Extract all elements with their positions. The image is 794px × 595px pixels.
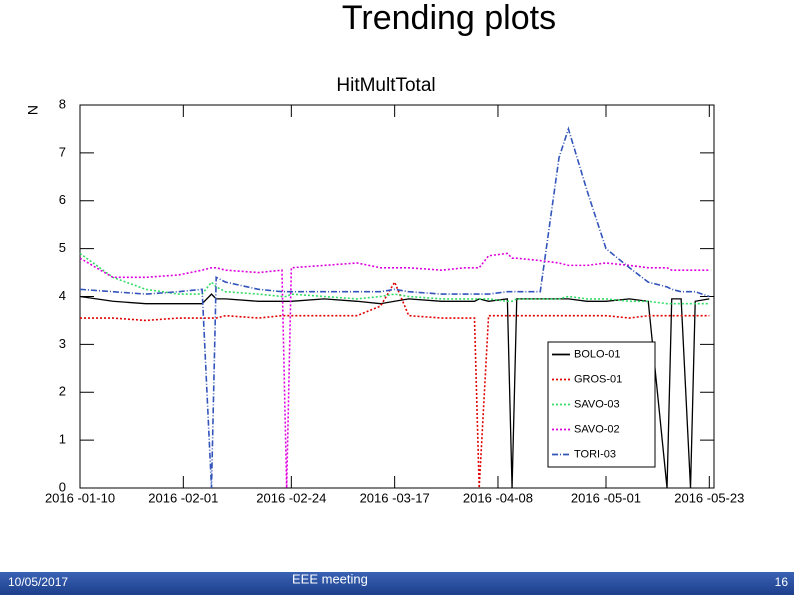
y-tick-label: 8 [59,96,66,111]
y-tick-label: 6 [59,192,66,207]
series-line [79,293,710,489]
legend-label: BOLO-01 [574,348,620,360]
y-tick-label: 2 [59,384,66,399]
legend-label: GROS-01 [574,373,622,385]
y-tick-label: 5 [59,240,66,255]
y-axis-label: N [25,105,41,115]
y-tick-label: 1 [59,432,66,447]
series-line [79,126,710,489]
footer-bar [0,572,794,595]
y-tick-label: 3 [59,336,66,351]
y-tick-label: 4 [59,288,66,303]
series-line [80,280,710,489]
y-tick-label: 7 [59,144,66,159]
x-tick-label: 2016 -05-23 [674,490,744,505]
x-tick-label: 2016 -01-10 [45,490,115,505]
x-tick-label: 2016 -04-08 [463,490,533,505]
x-tick-label: 2016 -02-01 [148,490,218,505]
slide-title: Trending plots [342,0,556,37]
legend-label: SAVO-03 [574,398,620,410]
footer-page: 16 [775,575,789,589]
series-line [79,252,710,305]
footer-date: 10/05/2017 [8,575,68,589]
x-tick-label: 2016 -05-01 [571,490,641,505]
footer-event: EEE meeting [292,571,368,586]
chart-title: HitMultTotal [336,75,435,96]
series-line [79,252,710,489]
x-tick-label: 2016 -02-24 [256,490,326,505]
x-tick-label: 2016 -03-17 [360,490,430,505]
y-tick-label: 0 [59,479,66,494]
legend-label: SAVO-02 [574,423,620,435]
legend-label: TORI-03 [574,448,616,460]
